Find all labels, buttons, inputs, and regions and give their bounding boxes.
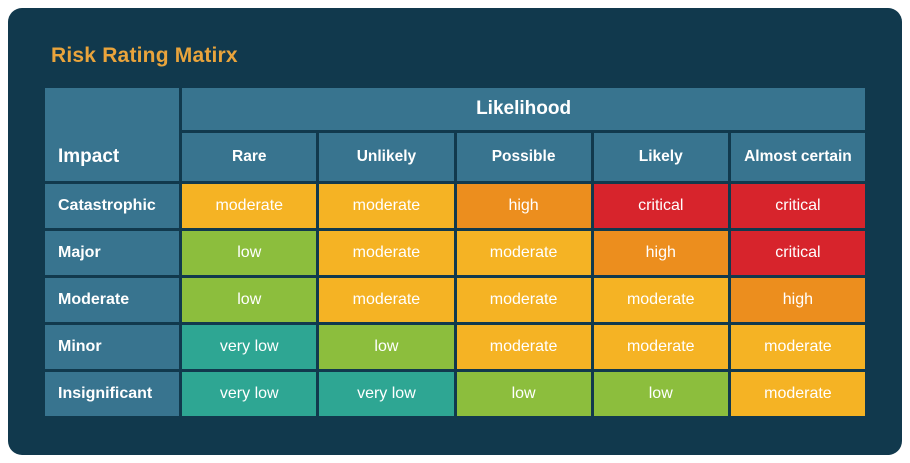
row-label-minor: Minor — [45, 325, 180, 369]
rating-cell: high — [593, 231, 728, 275]
rating-cell: low — [319, 325, 454, 369]
rating-cell: very low — [182, 372, 317, 416]
rating-cell: moderate — [593, 278, 728, 322]
risk-matrix-card: Risk Rating Matirx Impact Likelihood Rar… — [8, 8, 902, 455]
rating-cell: moderate — [730, 372, 865, 416]
rating-cell: very low — [319, 372, 454, 416]
column-header-rare: Rare — [182, 133, 317, 181]
rating-cell: moderate — [182, 184, 317, 228]
row-label-insignificant: Insignificant — [45, 372, 180, 416]
rating-cell: high — [456, 184, 591, 228]
rating-cell: low — [182, 231, 317, 275]
impact-header-cell: Impact — [45, 88, 180, 181]
row-label-moderate: Moderate — [45, 278, 180, 322]
page-title: Risk Rating Matirx — [51, 44, 238, 67]
rating-cell: moderate — [319, 278, 454, 322]
rating-cell: low — [593, 372, 728, 416]
rating-cell: moderate — [319, 184, 454, 228]
rating-cell: low — [182, 278, 317, 322]
column-header-possible: Possible — [456, 133, 591, 181]
rating-cell: critical — [593, 184, 728, 228]
rating-cell: moderate — [319, 231, 454, 275]
rating-cell: moderate — [456, 231, 591, 275]
rating-cell: critical — [730, 231, 865, 275]
rating-cell: critical — [730, 184, 865, 228]
rating-cell: low — [456, 372, 591, 416]
column-header-likely: Likely — [593, 133, 728, 181]
rating-cell: moderate — [456, 278, 591, 322]
rating-cell: moderate — [456, 325, 591, 369]
rating-cell: moderate — [593, 325, 728, 369]
risk-matrix-table: Impact Likelihood Rare Unlikely Possible… — [45, 88, 865, 416]
rating-cell: high — [730, 278, 865, 322]
row-label-catastrophic: Catastrophic — [45, 184, 180, 228]
rating-cell: very low — [182, 325, 317, 369]
likelihood-header-cell: Likelihood — [182, 88, 865, 130]
rating-cell: moderate — [730, 325, 865, 369]
row-label-major: Major — [45, 231, 180, 275]
column-header-almost-certain: Almost certain — [730, 133, 865, 181]
column-header-unlikely: Unlikely — [319, 133, 454, 181]
